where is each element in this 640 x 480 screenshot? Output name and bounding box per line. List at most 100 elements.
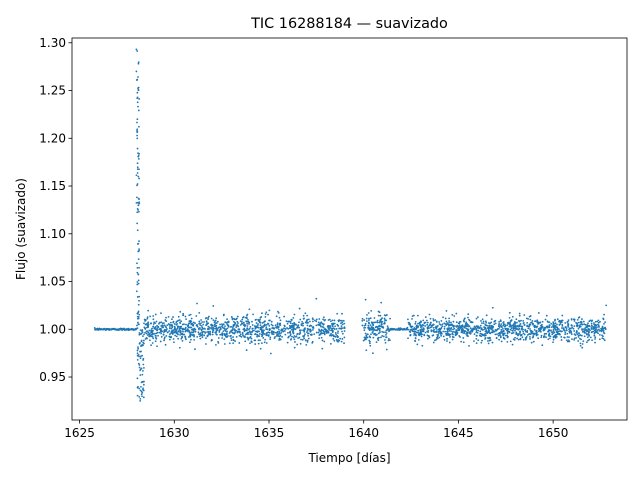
data-point (265, 324, 268, 326)
data-point (224, 321, 227, 324)
data-point (222, 323, 225, 326)
data-point (215, 317, 218, 320)
data-point (604, 321, 607, 323)
data-point (480, 322, 483, 325)
data-point (222, 330, 225, 333)
data-point (481, 333, 484, 336)
data-point (203, 334, 206, 337)
data-point (518, 320, 521, 323)
data-point (307, 334, 309, 337)
y-tick-label: 1.10 (39, 227, 66, 241)
data-point (153, 332, 156, 335)
data-point (596, 320, 599, 323)
data-point (139, 350, 141, 353)
data-point (139, 400, 142, 402)
data-point (268, 324, 271, 327)
data-point (302, 314, 305, 317)
data-point (422, 330, 425, 333)
data-point (361, 324, 364, 327)
data-point (343, 326, 346, 329)
data-point (498, 320, 501, 323)
data-point (269, 352, 272, 355)
data-point (462, 337, 465, 339)
data-point (159, 330, 162, 333)
data-point (537, 312, 540, 314)
data-point (412, 314, 415, 317)
data-point (136, 184, 138, 187)
data-point (248, 308, 251, 311)
data-point (520, 327, 523, 330)
data-point (215, 333, 218, 336)
data-point (508, 311, 511, 314)
data-point (570, 331, 573, 334)
data-point (137, 62, 140, 65)
data-point (137, 61, 140, 64)
data-point (581, 346, 584, 349)
data-point (217, 337, 220, 339)
data-point (541, 326, 544, 329)
data-point (232, 342, 235, 345)
data-point (589, 319, 592, 322)
x-tick-label: 1650 (538, 426, 569, 440)
data-point (452, 336, 455, 339)
data-point (552, 330, 555, 332)
data-point (502, 321, 505, 323)
data-point (386, 328, 389, 331)
data-point (497, 327, 500, 330)
data-point (460, 326, 463, 329)
data-point (534, 325, 536, 328)
data-point (537, 337, 540, 340)
data-point (479, 324, 482, 327)
data-point (179, 322, 182, 325)
data-point (548, 321, 551, 324)
data-point (232, 332, 235, 335)
data-point (430, 326, 433, 328)
data-point (552, 328, 555, 331)
data-point (517, 338, 520, 341)
data-point (136, 281, 139, 283)
data-point (536, 320, 539, 323)
data-point (164, 343, 167, 346)
data-point (313, 333, 316, 336)
data-point (319, 324, 322, 327)
data-point (601, 337, 604, 340)
data-point (137, 282, 140, 285)
data-point (433, 339, 436, 342)
data-point (281, 335, 283, 338)
data-point (187, 329, 190, 332)
data-point (152, 318, 155, 321)
data-point (243, 335, 245, 338)
data-point (194, 330, 197, 333)
data-point (194, 322, 196, 325)
data-point (187, 336, 190, 338)
data-point (203, 321, 205, 323)
data-point (451, 333, 454, 336)
data-point (486, 340, 489, 342)
data-point (211, 324, 214, 327)
data-point (518, 333, 521, 336)
data-point (548, 329, 551, 332)
data-point (465, 332, 467, 335)
data-point (502, 328, 504, 330)
data-point (136, 327, 139, 329)
data-point (428, 313, 431, 316)
data-point (529, 315, 532, 317)
data-point (540, 331, 542, 333)
data-point (593, 323, 596, 326)
data-point (275, 315, 278, 318)
data-point (564, 322, 567, 324)
data-point (597, 321, 600, 324)
data-point (565, 327, 568, 330)
data-point (273, 337, 276, 340)
y-tick-label: 1.15 (39, 179, 66, 193)
data-point (147, 322, 149, 324)
data-point (467, 316, 469, 319)
data-point (292, 329, 294, 332)
data-point (138, 202, 141, 205)
data-point (279, 338, 282, 341)
data-point (466, 329, 469, 332)
data-point (484, 332, 487, 335)
data-point (386, 325, 389, 328)
data-point (520, 325, 522, 328)
